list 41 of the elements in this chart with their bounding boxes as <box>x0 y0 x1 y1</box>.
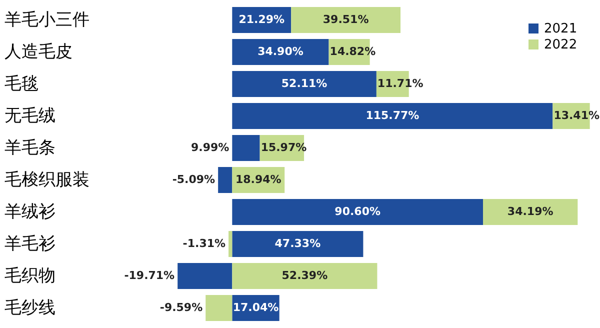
data-label: 9.99% <box>190 141 230 154</box>
data-label: 17.04% <box>232 301 279 314</box>
data-label: 18.94% <box>235 173 282 186</box>
data-label: 21.29% <box>238 13 285 26</box>
data-label: 115.77% <box>366 109 420 122</box>
bar <box>291 7 400 33</box>
data-label: -19.71% <box>124 269 175 282</box>
data-label: 34.90% <box>258 45 304 58</box>
bar <box>232 231 364 257</box>
bar <box>232 39 329 65</box>
bar <box>232 103 553 129</box>
y-tick-label: 毛毯 <box>4 74 38 94</box>
y-tick-label: 毛梭织服装 <box>4 170 90 190</box>
y-tick-label: 羊绒衫 <box>4 202 56 222</box>
y-tick-label: 毛纱线 <box>4 298 56 318</box>
y-tick-label: 羊毛衫 <box>4 234 56 254</box>
y-tick-label: 羊毛小三件 <box>4 10 90 30</box>
data-label: 34.19% <box>507 205 554 218</box>
data-label: -9.59% <box>160 301 203 314</box>
data-label: -5.09% <box>172 173 216 186</box>
y-tick-label: 羊毛条 <box>4 138 56 158</box>
y-tick-label: 人造毛皮 <box>4 42 72 62</box>
bar <box>483 199 578 225</box>
bar <box>232 135 260 161</box>
y-tick-label: 无毛绒 <box>4 106 56 126</box>
bar <box>206 295 232 321</box>
bar <box>178 263 232 289</box>
bar <box>232 199 483 225</box>
legend-label: 2021 <box>544 22 578 36</box>
y-tick-label: 毛织物 <box>4 266 56 286</box>
bar <box>228 231 232 257</box>
data-label: 52.11% <box>281 77 328 90</box>
bar <box>218 167 232 193</box>
bar <box>232 263 378 289</box>
data-label: 90.60% <box>334 205 380 218</box>
data-label: 47.33% <box>274 237 321 250</box>
bar <box>232 71 376 97</box>
data-label: -1.31% <box>182 237 226 250</box>
data-label: 39.51% <box>322 13 369 26</box>
legend-label: 2022 <box>544 38 578 52</box>
data-label: 52.39% <box>282 269 328 282</box>
